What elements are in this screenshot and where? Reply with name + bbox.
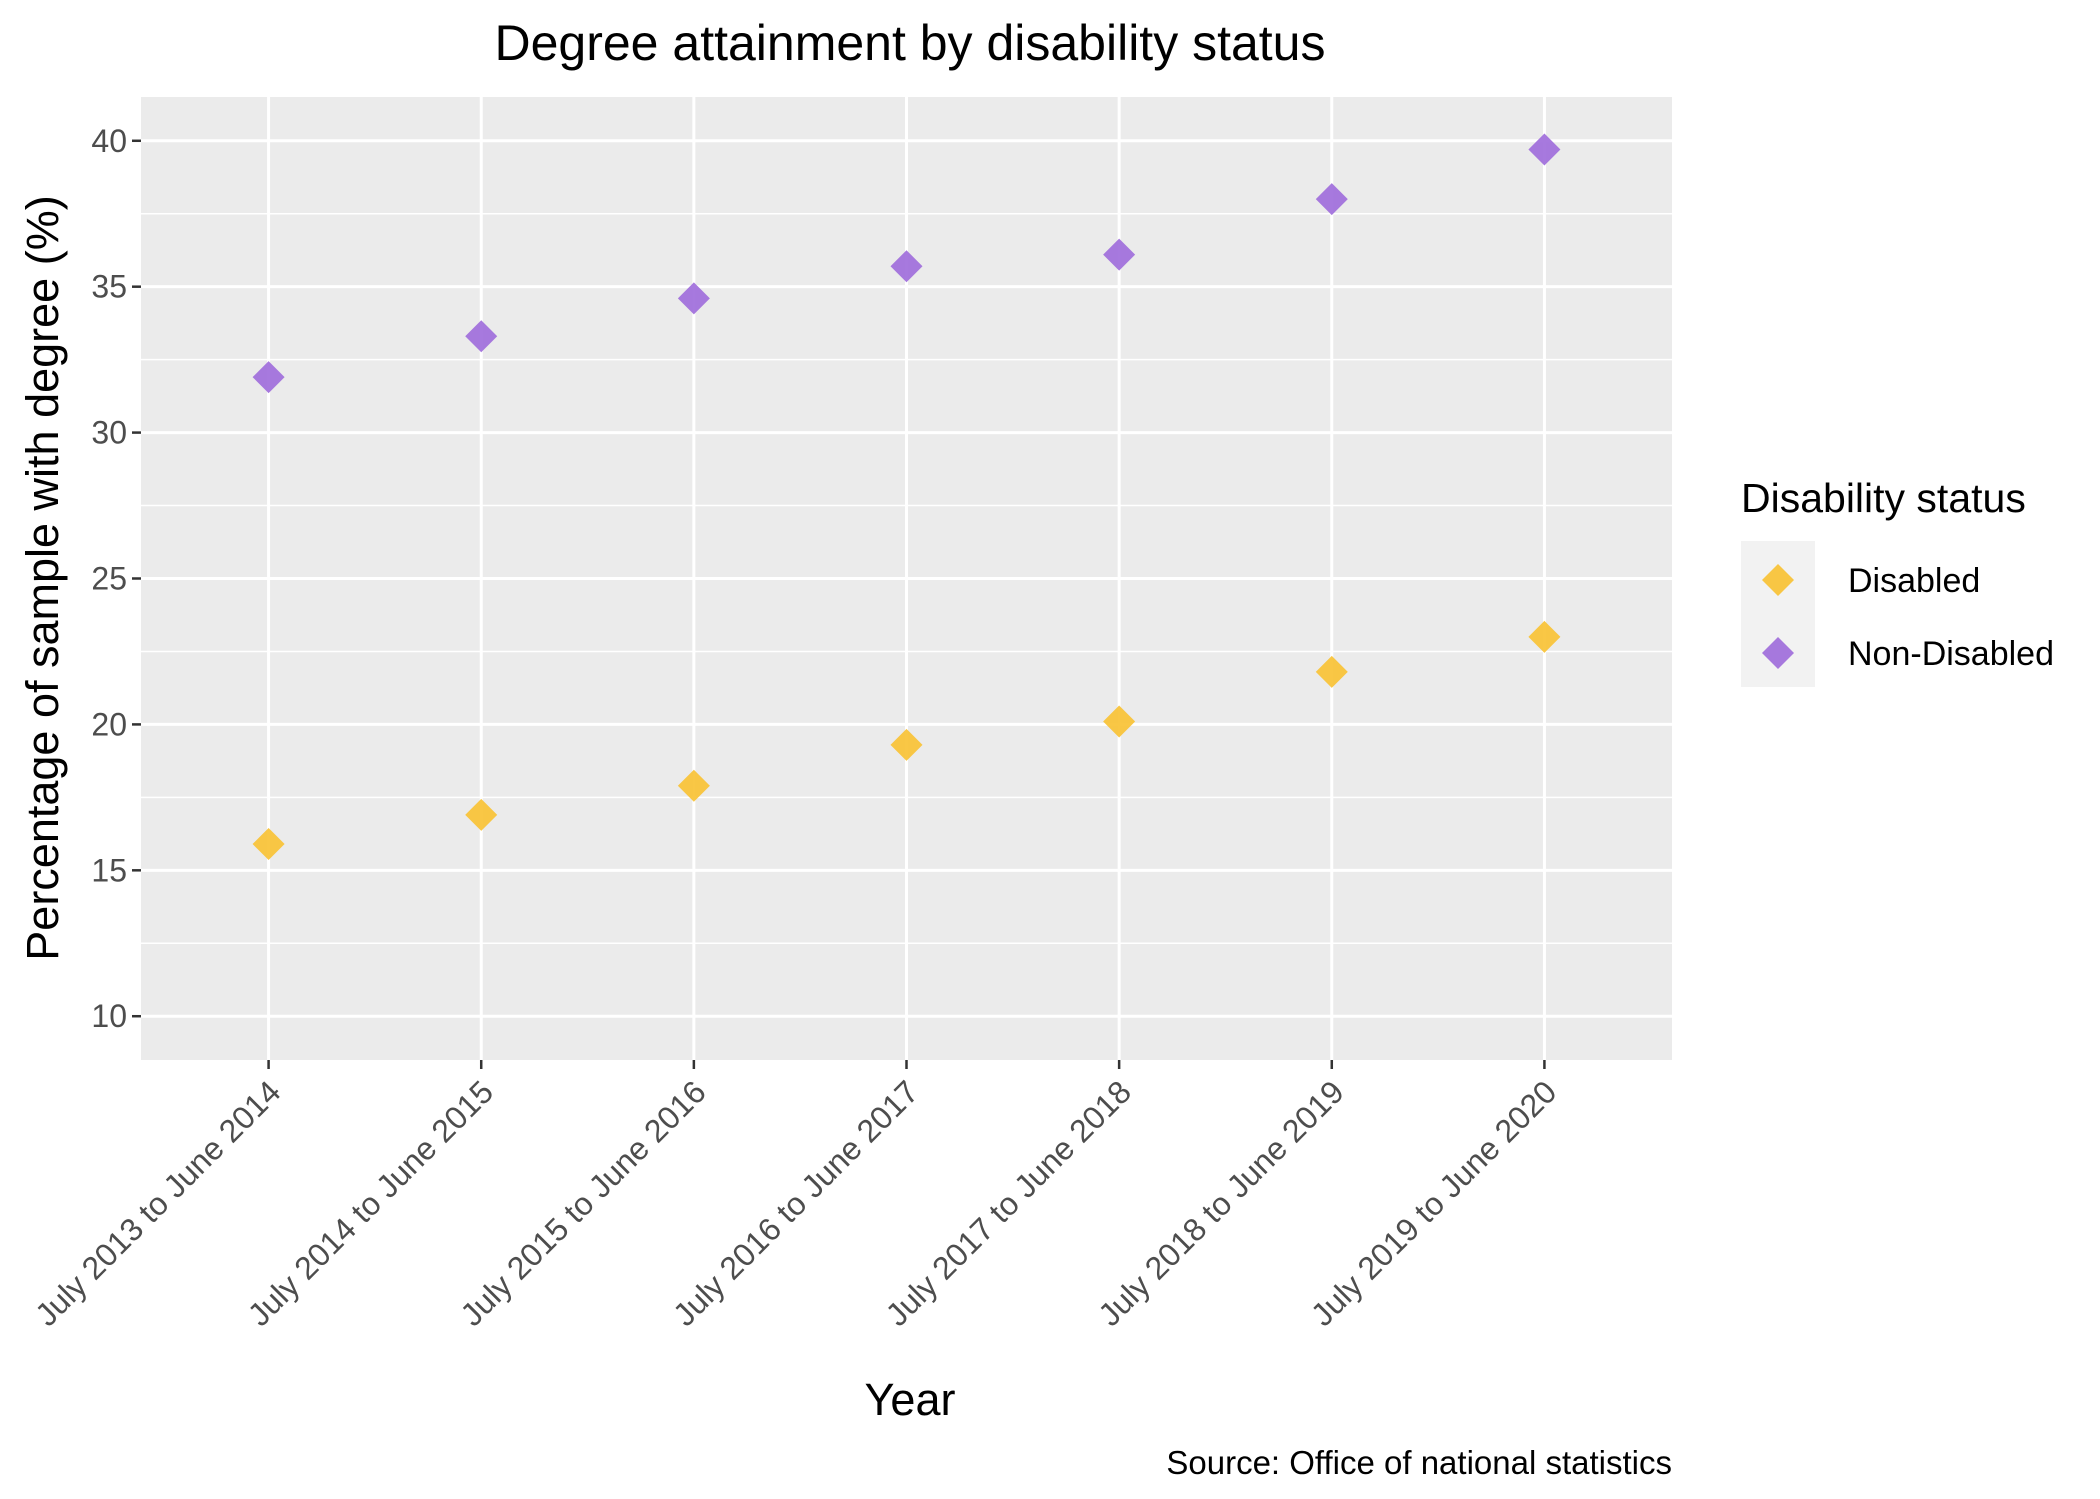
point-disabled [1315,655,1348,688]
point-disabled [1103,705,1136,738]
point-disabled [1528,620,1561,653]
point-non-disabled [890,250,923,283]
point-non-disabled [1103,238,1136,271]
legend-title: Disability status [1741,475,2026,521]
chart-title: Degree attainment by disability status [495,15,1326,71]
point-non-disabled [252,361,285,394]
legend-label-disabled: Disabled [1848,562,1980,600]
y-tick-label: 15 [91,852,127,888]
point-disabled [252,828,285,861]
y-tick-label: 40 [91,123,127,159]
point-non-disabled [1528,133,1561,166]
point-non-disabled [465,320,498,353]
y-tick-label: 30 [91,415,127,451]
x-axis-title: Year [865,1374,956,1425]
point-non-disabled [1315,183,1348,216]
y-tick-label: 20 [91,706,127,742]
point-disabled [890,728,923,761]
y-axis-title: Percentage of sample with degree (%) [17,195,68,960]
source-caption: Source: Office of national statistics [1166,1444,1672,1481]
legend-key-disabled [1762,564,1794,596]
y-tick-label: 35 [91,269,127,305]
point-disabled [465,798,498,831]
point-non-disabled [677,282,710,315]
grid [141,97,1672,1060]
legend-key-non-disabled [1762,637,1794,669]
legend: Disability status Disabled Non-Disabled [1741,475,2054,687]
point-disabled [677,769,710,802]
y-tick-label: 10 [91,998,127,1034]
legend-label-non-disabled: Non-Disabled [1848,635,2054,673]
y-axis: 10 15 20 25 30 35 40 [91,123,141,1034]
data-points [252,133,1561,861]
y-tick-label: 25 [91,561,127,597]
